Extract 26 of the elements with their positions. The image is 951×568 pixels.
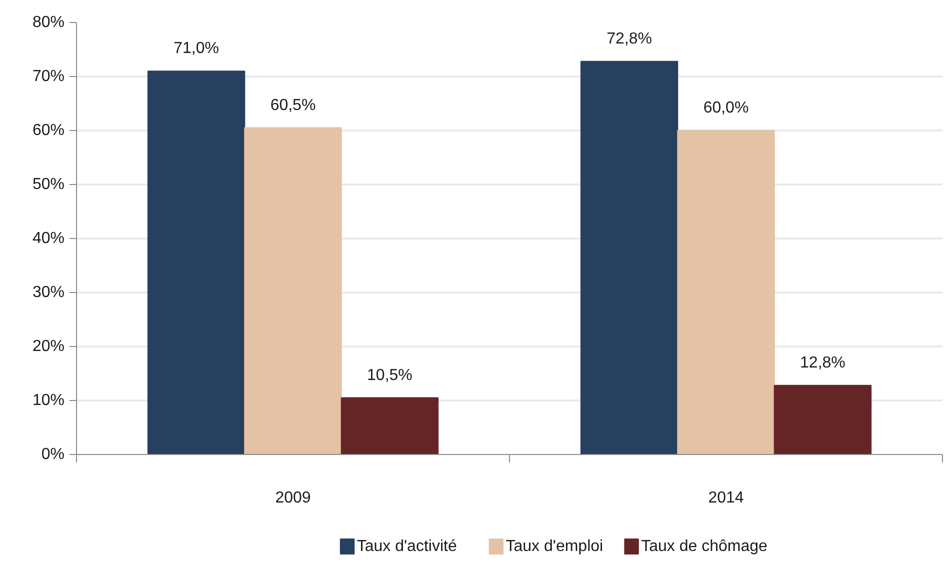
- y-tick-label: 10%: [32, 392, 65, 409]
- bar: [677, 130, 775, 454]
- x-tick-label: 2014: [708, 490, 744, 506]
- data-label: 60,5%: [270, 96, 316, 114]
- data-label: 60,0%: [703, 100, 749, 116]
- data-label: 12,8%: [800, 354, 846, 372]
- legend-label: Taux de chômage: [641, 538, 768, 555]
- data-label: 10,5%: [367, 366, 412, 384]
- data-label: 72,8%: [606, 30, 652, 48]
- x-tick-label: 2009: [275, 490, 311, 506]
- y-tick-label: 50%: [32, 176, 65, 193]
- y-tick-label: 0%: [41, 446, 64, 463]
- y-tick-label: 20%: [32, 338, 65, 355]
- bar: [580, 60, 678, 454]
- y-tick-label: 40%: [32, 230, 65, 247]
- bar: [147, 70, 246, 454]
- bar: [774, 384, 872, 454]
- y-tick-label: 80%: [32, 14, 65, 31]
- bar: [244, 127, 342, 454]
- data-label: 71,0%: [174, 40, 219, 58]
- bar: [340, 397, 439, 454]
- y-tick-label: 70%: [32, 68, 65, 85]
- y-tick-label: 60%: [32, 122, 65, 139]
- y-tick-label: 30%: [32, 284, 65, 301]
- legend-label: Taux d'emploi: [506, 538, 604, 555]
- legend-label: Taux d'activité: [356, 538, 457, 555]
